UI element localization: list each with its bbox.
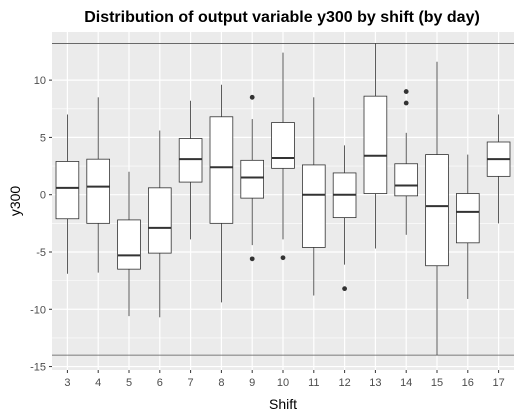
x-tick-label: 7 bbox=[188, 377, 194, 389]
box-12 bbox=[332, 145, 357, 292]
x-tick-label: 4 bbox=[95, 377, 101, 389]
outlier-point bbox=[249, 256, 255, 262]
box-iqr bbox=[178, 138, 203, 183]
y-tick-label: 0 bbox=[40, 190, 46, 202]
chart-title: Distribution of output variable y300 by … bbox=[84, 9, 480, 26]
outlier-point bbox=[403, 100, 409, 106]
box-16 bbox=[456, 154, 480, 299]
box-iqr bbox=[209, 116, 234, 224]
box-iqr bbox=[425, 154, 449, 267]
x-tick-label: 12 bbox=[338, 377, 350, 389]
outlier-point bbox=[280, 255, 286, 261]
x-tick-label: 17 bbox=[492, 377, 504, 389]
y-tick-label: 10 bbox=[34, 75, 46, 87]
y-tick-label: -10 bbox=[30, 304, 46, 316]
x-tick-label: 3 bbox=[64, 377, 70, 389]
x-tick-label: 14 bbox=[400, 377, 412, 389]
box-iqr bbox=[148, 187, 172, 254]
box-3 bbox=[55, 114, 80, 274]
outlier-point bbox=[249, 94, 255, 100]
box-11 bbox=[302, 97, 326, 296]
box-5 bbox=[117, 171, 141, 317]
box-iqr bbox=[302, 164, 326, 248]
box-10 bbox=[271, 52, 295, 261]
y-tick-label: -15 bbox=[30, 362, 46, 374]
x-tick-label: 10 bbox=[277, 377, 289, 389]
outlier-point bbox=[342, 286, 347, 292]
x-tick-label: 9 bbox=[249, 377, 255, 389]
box-9 bbox=[240, 94, 264, 262]
x-axis-title: Shift bbox=[269, 396, 297, 412]
box-iqr bbox=[240, 159, 264, 199]
box-iqr bbox=[86, 158, 110, 224]
box-4 bbox=[86, 97, 110, 273]
box-13 bbox=[363, 43, 388, 249]
y-tick-label: 5 bbox=[40, 132, 46, 144]
x-tick-label: 13 bbox=[369, 377, 381, 389]
box-iqr bbox=[363, 95, 388, 194]
x-tick-label: 16 bbox=[462, 377, 474, 389]
x-axis: 3 4 5 6 7 8 9 10 11 12 13 14 15 16 17 bbox=[64, 370, 505, 389]
y-axis-title: y300 bbox=[7, 186, 23, 217]
box-14 bbox=[394, 89, 418, 235]
box-iqr bbox=[271, 122, 295, 169]
y-tick-label: -5 bbox=[36, 247, 46, 259]
box-iqr bbox=[394, 163, 418, 197]
box-iqr bbox=[55, 161, 80, 220]
box-6 bbox=[148, 130, 172, 318]
outlier-point bbox=[403, 89, 409, 94]
box-iqr bbox=[117, 219, 141, 270]
box-iqr bbox=[456, 193, 480, 244]
x-tick-label: 6 bbox=[157, 377, 163, 389]
box-15 bbox=[425, 61, 449, 356]
y-axis: -15 -10 -5 0 5 10 bbox=[30, 75, 52, 374]
boxes bbox=[55, 43, 511, 356]
box-7 bbox=[178, 100, 203, 240]
x-tick-label: 5 bbox=[126, 377, 132, 389]
box-17 bbox=[486, 114, 511, 224]
x-tick-label: 8 bbox=[218, 377, 224, 389]
x-tick-label: 11 bbox=[308, 377, 319, 389]
x-tick-label: 15 bbox=[431, 377, 443, 389]
box-8 bbox=[209, 84, 234, 303]
